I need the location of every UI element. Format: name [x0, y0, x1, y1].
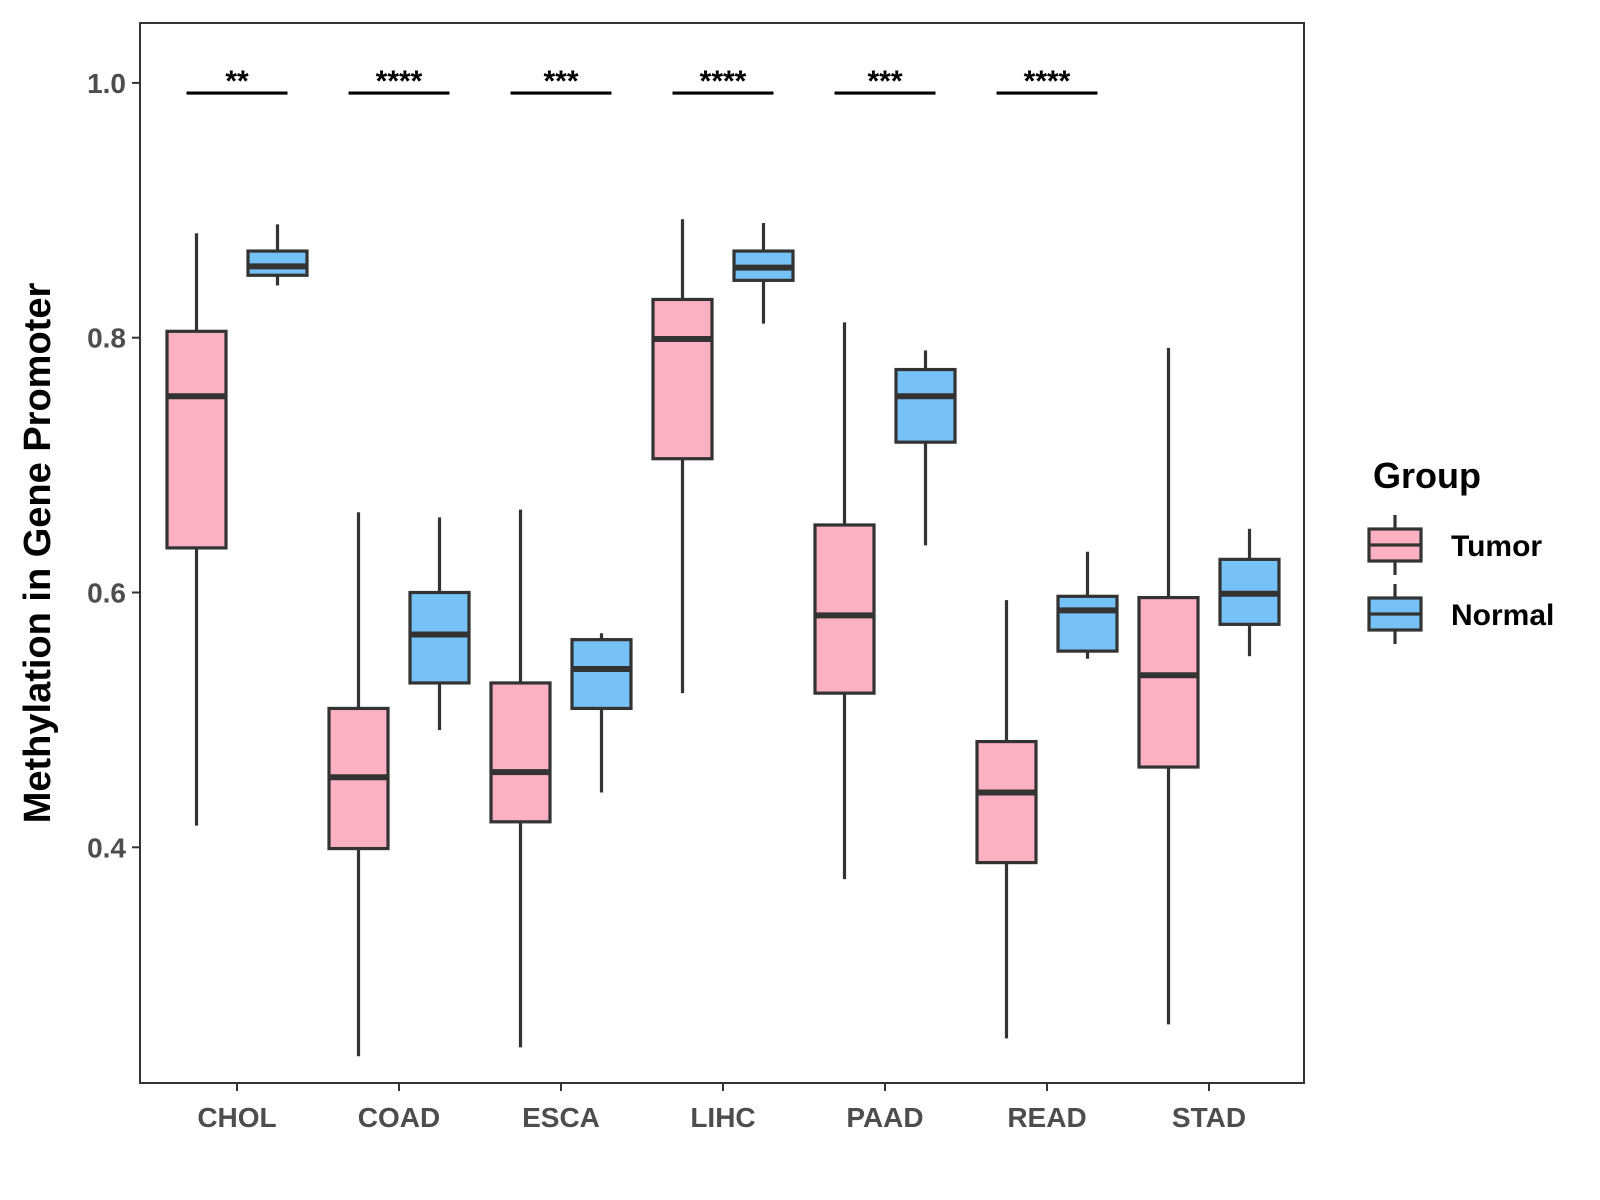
- legend-label-normal: Normal: [1451, 599, 1554, 632]
- plot-layer: ** **** *** **** *** ****: [165, 65, 1281, 1057]
- x-tick-label: PAAD: [846, 1102, 923, 1133]
- box-group-tumor-esca: [489, 509, 552, 1048]
- box-group-normal-read: [1056, 551, 1119, 659]
- significance-label: **: [225, 65, 249, 98]
- y-tick-label: 0.4: [87, 832, 126, 863]
- y-axis-label: Methylation in Gene Promoter: [17, 283, 59, 824]
- legend-label-tumor: Tumor: [1451, 530, 1542, 563]
- x-tick-label: COAD: [358, 1102, 440, 1133]
- box: [408, 590, 471, 685]
- box-group-tumor-paad: [813, 322, 876, 880]
- box-group-normal-coad: [408, 517, 471, 731]
- box: [1056, 594, 1119, 653]
- box-group-normal-esca: [570, 633, 633, 793]
- y-tick-label: 0.8: [87, 323, 126, 354]
- x-tick-label: READ: [1007, 1102, 1086, 1133]
- box-group-normal-chol: [246, 224, 309, 286]
- significance-label: ****: [1024, 65, 1071, 98]
- box: [813, 523, 876, 695]
- x-tick-label: STAD: [1172, 1102, 1246, 1133]
- legend-title: Group: [1373, 455, 1481, 496]
- box-group-tumor-read: [975, 600, 1038, 1039]
- box-group-tumor-chol: [165, 233, 228, 826]
- box: [975, 739, 1038, 865]
- legend: Group Tumor Normal: [1367, 455, 1554, 644]
- box-group-normal-paad: [894, 350, 957, 546]
- box: [570, 638, 633, 711]
- box-group-tumor-lihc: [651, 219, 714, 694]
- box: [246, 249, 309, 277]
- box: [651, 297, 714, 461]
- x-tick-label: ESCA: [522, 1102, 600, 1133]
- y-tick-label: 0.6: [87, 577, 126, 608]
- box: [489, 681, 552, 824]
- x-tick-label: CHOL: [197, 1102, 276, 1133]
- significance-label: ***: [543, 65, 578, 98]
- box: [165, 329, 228, 550]
- box: [1137, 595, 1200, 769]
- box: [894, 367, 957, 444]
- box-group-normal-lihc: [732, 223, 795, 324]
- significance-label: ****: [700, 65, 747, 98]
- significance-label: ****: [376, 65, 423, 98]
- box-group-tumor-coad: [327, 512, 390, 1057]
- box-group-tumor-stad: [1137, 347, 1200, 1025]
- y-tick-label: 1.0: [87, 68, 126, 99]
- x-tick-label: LIHC: [690, 1102, 755, 1133]
- box-group-normal-stad: [1218, 528, 1281, 657]
- significance-label: ***: [867, 65, 902, 98]
